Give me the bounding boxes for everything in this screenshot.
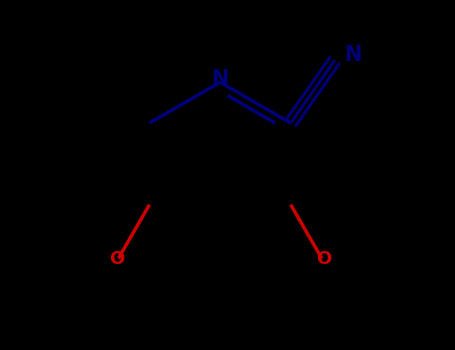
Text: N: N (212, 69, 229, 89)
Text: O: O (316, 250, 331, 268)
Text: N: N (344, 46, 361, 65)
Text: O: O (109, 250, 124, 268)
